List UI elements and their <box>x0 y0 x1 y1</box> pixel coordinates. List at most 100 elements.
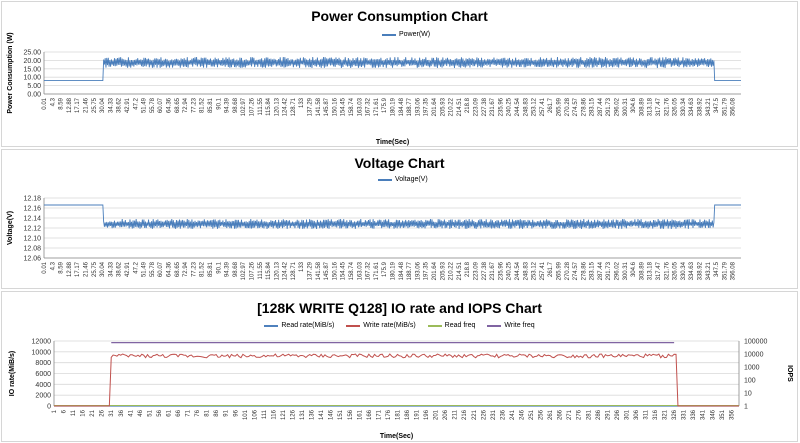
io-x-tick-label: 91 <box>224 409 230 416</box>
voltage-x-tick-label: 90.1 <box>216 261 222 273</box>
io-x-tick-label: 306 <box>634 409 640 420</box>
power-x-tick-label: 300.31 <box>623 97 629 116</box>
power-x-tick-label: 47.2 <box>133 97 139 109</box>
io-x-tick-label: 331 <box>682 409 688 420</box>
voltage-x-tick-label: 270.28 <box>565 261 571 280</box>
power-y-tick-label: 10.00 <box>23 75 41 82</box>
voltage-x-tick-label: 72.94 <box>183 261 189 277</box>
voltage-x-tick-label: 291.73 <box>606 261 612 280</box>
power-x-tick-label: 313.18 <box>648 97 654 116</box>
power-x-tick-label: 133 <box>299 97 305 108</box>
io-y-tick-label: 6000 <box>35 371 51 378</box>
io-legend-swatch <box>427 324 442 327</box>
io-legend-label: Write freq <box>504 322 535 329</box>
voltage-x-tick-label: 338.92 <box>698 261 704 280</box>
voltage-legend-label: Voltage(V) <box>395 176 428 183</box>
io-x-tick-label: 81 <box>205 409 211 416</box>
io-x-tick-label: 96 <box>233 409 239 416</box>
voltage-x-tick-label: 85.81 <box>208 261 214 277</box>
power-x-tick-label: 175.9 <box>382 97 388 113</box>
power-x-tick-label: 283.15 <box>590 97 596 116</box>
voltage-x-tick-label: 17.17 <box>75 261 81 277</box>
voltage-x-tick-label: 201.64 <box>432 261 438 280</box>
power-y-tick-label: 25.00 <box>23 50 41 57</box>
io-x-tick-label: 156 <box>348 409 354 420</box>
voltage-x-tick-label: 94.39 <box>225 261 231 277</box>
voltage-x-tick-label: 244.54 <box>515 261 521 280</box>
io-x-tick-label: 11 <box>71 409 77 416</box>
voltage-x-tick-label: 313.18 <box>648 261 654 280</box>
io-y-tick-label: 0 <box>47 404 51 411</box>
voltage-y-tick-label: 12.18 <box>23 196 41 203</box>
power-y-axis-label: Power Consumption (W) <box>7 32 14 113</box>
voltage-x-tick-label: 317.47 <box>656 261 662 280</box>
voltage-x-tick-label: 115.84 <box>266 261 272 280</box>
io-y2-tick-label: 100000 <box>744 339 767 346</box>
voltage-x-tick-label: 321.76 <box>664 261 670 280</box>
voltage-x-tick-label: 261.7 <box>548 261 554 277</box>
io-x-tick-label: 56 <box>157 409 163 416</box>
io-y2-tick-label: 1000 <box>744 365 760 372</box>
power-x-tick-label: 163.03 <box>357 97 363 116</box>
voltage-x-tick-label: 248.83 <box>523 261 529 280</box>
voltage-x-tick-label: 128.71 <box>291 261 297 280</box>
voltage-x-tick-label: 47.2 <box>133 261 139 273</box>
io-legend-swatch <box>264 324 279 327</box>
io-x-tick-label: 186 <box>405 409 411 420</box>
io-x-axis-label: Time(Sec) <box>380 433 413 440</box>
io-chart-panel: [128K WRITE Q128] IO rate and IOPS Chart… <box>1 291 798 442</box>
power-x-tick-label: 60.07 <box>158 97 164 113</box>
voltage-chart-title: Voltage Chart <box>354 155 445 171</box>
voltage-x-tick-label: 330.34 <box>681 261 687 280</box>
io-x-tick-label: 136 <box>310 409 316 420</box>
io-x-tick-label: 166 <box>367 409 373 420</box>
io-x-tick-label: 316 <box>653 409 659 420</box>
voltage-x-tick-label: 300.31 <box>623 261 629 280</box>
voltage-x-tick-label: 171.61 <box>374 261 380 280</box>
io-legend-item: Read freq <box>427 322 475 329</box>
io-y2-tick-label: 100 <box>744 378 756 385</box>
io-x-tick-label: 141 <box>319 409 325 420</box>
power-legend-label: Power(W) <box>399 31 431 38</box>
io-x-tick-label: 281 <box>586 409 592 420</box>
power-x-tick-label: 98.68 <box>233 97 239 113</box>
voltage-x-tick-label: 21.46 <box>84 261 90 277</box>
io-x-tick-label: 36 <box>119 409 125 416</box>
io-x-tick-label: 31 <box>109 409 115 416</box>
power-x-tick-label: 218.8 <box>465 97 471 113</box>
voltage-x-tick-label: 167.32 <box>366 261 372 280</box>
power-x-tick-label: 4.3 <box>50 97 56 106</box>
io-x-tick-label: 151 <box>338 409 344 420</box>
power-x-tick-label: 240.25 <box>507 97 513 116</box>
voltage-y-tick-label: 12.16 <box>23 206 41 213</box>
voltage-x-tick-label: 68.65 <box>175 261 181 277</box>
power-x-tick-label: 278.86 <box>581 97 587 116</box>
power-x-tick-label: 42.91 <box>125 97 131 113</box>
io-x-tick-label: 221 <box>472 409 478 420</box>
power-x-tick-label: 257.41 <box>540 97 546 116</box>
voltage-x-tick-label: 283.15 <box>590 261 596 280</box>
io-legend-swatch <box>346 324 361 327</box>
io-x-tick-label: 1 <box>52 409 58 413</box>
power-x-tick-label: 214.51 <box>457 97 463 116</box>
io-y-tick-label: 8000 <box>35 360 51 367</box>
voltage-x-tick-label: 141.58 <box>316 261 322 280</box>
power-x-tick-label: 72.94 <box>183 97 189 113</box>
io-y2-tick-label: 10 <box>744 391 752 398</box>
io-y2-tick-label: 10000 <box>744 352 764 359</box>
voltage-x-tick-label: 137.29 <box>308 261 314 280</box>
power-legend-swatch <box>382 33 396 36</box>
io-x-tick-label: 196 <box>424 409 430 420</box>
power-x-tick-label: 261.7 <box>548 97 554 113</box>
voltage-x-tick-label: 180.19 <box>391 261 397 280</box>
power-x-tick-label: 8.59 <box>59 97 65 109</box>
voltage-x-tick-label: 334.63 <box>689 261 695 280</box>
power-x-tick-label: 30.04 <box>100 97 106 113</box>
voltage-x-tick-label: 120.13 <box>274 261 280 280</box>
voltage-x-tick-label: 60.07 <box>158 261 164 277</box>
voltage-x-tick-label: 34.33 <box>108 261 114 277</box>
voltage-x-tick-label: 296.02 <box>615 261 621 280</box>
voltage-legend: Voltage(V) <box>378 176 428 183</box>
power-x-tick-label: 274.57 <box>573 97 579 116</box>
